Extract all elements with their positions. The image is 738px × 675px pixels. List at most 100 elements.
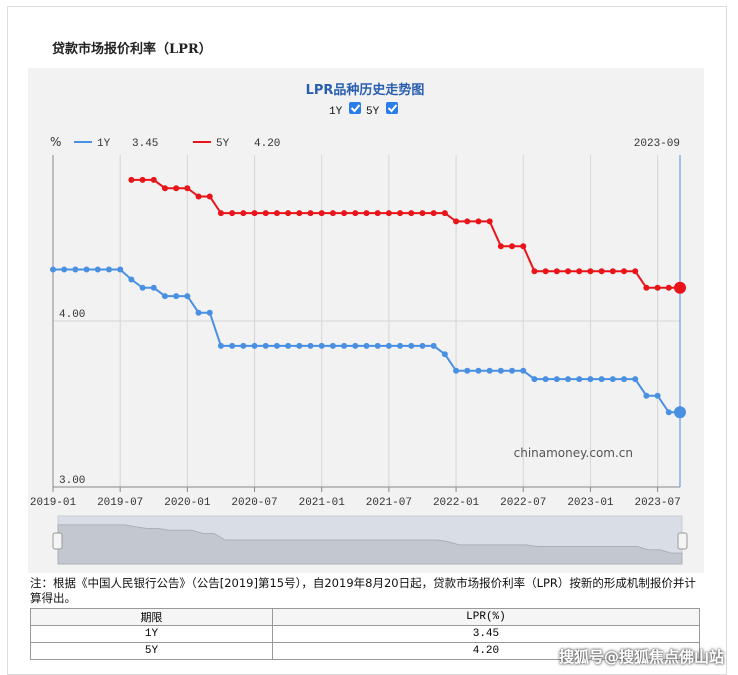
toggle-1y-label: 1Y — [329, 106, 343, 118]
data-point-5y — [262, 210, 269, 217]
y-tick-label: 3.00 — [59, 475, 85, 487]
data-point-5y — [576, 268, 583, 275]
data-point-5y — [542, 268, 549, 275]
data-point-1y — [553, 376, 560, 383]
range-slider[interactable] — [52, 515, 688, 565]
data-point-1y — [217, 342, 224, 349]
data-point-5y — [464, 218, 471, 225]
data-point-1y — [565, 376, 572, 383]
data-point-5y — [229, 210, 236, 217]
data-point-1y — [621, 376, 628, 383]
data-point-1y — [94, 266, 101, 273]
data-point-5y — [531, 268, 538, 275]
data-point-1y — [374, 342, 381, 349]
x-tick-label: 2020-07 — [231, 497, 277, 509]
data-point-1y — [587, 376, 594, 383]
table-header-row: 期限 LPR(%) — [30, 608, 701, 626]
data-point-1y — [341, 342, 348, 349]
data-point-1y — [385, 342, 392, 349]
data-point-1y — [329, 342, 336, 349]
data-point-1y — [273, 342, 280, 349]
data-point-5y — [307, 210, 314, 217]
data-point-1y — [184, 293, 191, 300]
data-point-1y — [419, 342, 426, 349]
data-point-5y — [419, 210, 426, 217]
checkbox-1y-icon[interactable] — [349, 102, 361, 114]
table-header-term: 期限 — [30, 608, 273, 626]
data-point-1y — [486, 367, 493, 374]
data-point-5y — [486, 218, 493, 225]
data-point-5y — [217, 210, 224, 217]
data-point-1y — [542, 376, 549, 383]
data-point-1y — [497, 367, 504, 374]
data-point-5y — [206, 193, 213, 200]
legend-1y-value: 3.45 — [132, 138, 158, 150]
data-point-1y — [128, 276, 135, 283]
data-point-1y — [363, 342, 370, 349]
data-point-1y — [307, 342, 314, 349]
series-toggle-1y[interactable]: 1Y — [329, 102, 361, 118]
data-point-1y — [240, 342, 247, 349]
series-line-1y — [53, 268, 680, 414]
data-point-1y — [173, 293, 180, 300]
grid — [52, 155, 680, 488]
table-row: 1Y 3.45 — [30, 625, 701, 643]
data-point-5y — [665, 284, 672, 291]
slider-handle-left[interactable] — [52, 532, 63, 550]
data-point-5y — [643, 284, 650, 291]
lpr-table: 期限 LPR(%) 1Y 3.45 5Y 4.20 — [30, 608, 701, 660]
data-point-1y — [397, 342, 404, 349]
data-point-1y — [150, 284, 157, 291]
data-point-5y — [553, 268, 560, 275]
data-point-1y — [105, 266, 112, 273]
toggle-5y-label: 5Y — [366, 106, 380, 118]
data-point-1y — [430, 342, 437, 349]
data-point-1y — [531, 376, 538, 383]
data-point-1y — [117, 266, 124, 273]
data-point-1y — [475, 367, 482, 374]
checkbox-5y-icon[interactable] — [386, 102, 398, 114]
axes: 2019-01 2019-07 2020-01 2020-07 2021-01 2021-… — [30, 155, 681, 509]
data-point-1y — [72, 266, 79, 273]
data-point-1y — [83, 266, 90, 273]
data-point-5y — [173, 185, 180, 192]
data-point-5y — [408, 210, 415, 217]
data-point-5y — [329, 210, 336, 217]
data-point-1y — [441, 351, 448, 358]
table-header-rate: LPR(%) — [271, 608, 701, 626]
data-point-1y — [229, 342, 236, 349]
x-tick-label: 2019-07 — [97, 497, 143, 509]
data-point-5y — [520, 243, 527, 250]
data-point-5y — [296, 210, 303, 217]
data-point-5y — [475, 218, 482, 225]
legend-5y-value: 4.20 — [254, 138, 280, 150]
data-point-5y — [363, 210, 370, 217]
data-point-1y — [161, 293, 168, 300]
data-point-5y — [273, 210, 280, 217]
series-toggle-5y[interactable]: 5Y — [366, 102, 398, 118]
data-point-1y — [50, 266, 56, 273]
data-point-1y — [464, 367, 471, 374]
x-tick-label: 2020-01 — [164, 497, 211, 509]
checkmark-5y-icon — [387, 104, 398, 113]
source-label: chinamoney.com.cn — [514, 446, 633, 460]
x-tick-label: 2023-01 — [567, 497, 614, 509]
data-point-5y — [598, 268, 605, 275]
slider-handle-right[interactable] — [677, 532, 688, 550]
data-point-1y — [61, 266, 68, 273]
data-point-1y — [632, 376, 639, 383]
data-point-1y — [352, 342, 359, 349]
data-point-5y — [621, 268, 628, 275]
data-point-5y — [184, 185, 191, 192]
data-point-5y — [632, 268, 639, 275]
slider-preview-area — [57, 524, 683, 565]
data-point-5y — [352, 210, 359, 217]
data-point-5y — [251, 210, 258, 217]
data-point-5y — [497, 243, 504, 250]
data-point-1y — [609, 376, 616, 383]
y-axis-unit: % — [50, 135, 61, 149]
data-point-1y — [206, 309, 213, 316]
data-point-5y — [150, 176, 157, 183]
data-point-1y — [285, 342, 292, 349]
